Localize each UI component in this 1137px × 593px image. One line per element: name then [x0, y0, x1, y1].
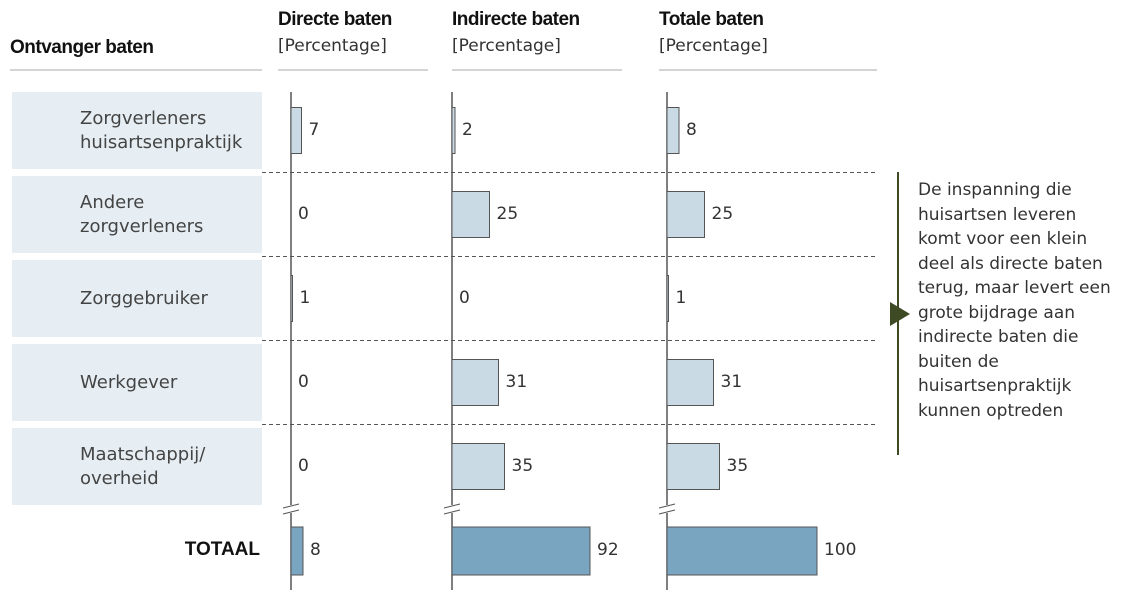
bar: [666, 191, 705, 238]
axis-break-line: [282, 509, 300, 515]
axis-break-line: [282, 503, 300, 509]
axis-break-line: [658, 503, 676, 509]
row-box: [12, 260, 262, 337]
bar: [451, 191, 490, 238]
row-box: [12, 344, 262, 421]
category-label: Andere zorgverleners: [80, 191, 204, 237]
axis-break: [659, 505, 675, 513]
bar: [666, 107, 680, 154]
axis-break: [444, 505, 460, 513]
value-label: 25: [496, 203, 519, 224]
bar: [666, 275, 669, 322]
value-label: 0: [298, 203, 309, 224]
value-label: 0: [298, 371, 309, 392]
value-label: 31: [720, 371, 743, 392]
total-bar: [290, 526, 304, 576]
bar: [451, 359, 499, 406]
row-box: [12, 428, 262, 505]
category-label: Werkgever: [80, 371, 178, 393]
annotation-arrow: [890, 302, 910, 326]
value-label: 2: [462, 119, 473, 140]
value-label: 1: [299, 287, 311, 308]
row-header: Ontvanger baten: [10, 37, 154, 58]
value-label: 7: [308, 119, 320, 140]
category-label: Zorggebruiker: [80, 287, 208, 309]
value-label: 25: [711, 203, 734, 224]
column-unit: [Percentage]: [659, 36, 768, 56]
total-bar: [451, 526, 591, 576]
row-box: [12, 176, 262, 253]
value-label: 92: [597, 540, 619, 560]
bar: [290, 107, 302, 154]
value-label: 8: [310, 540, 321, 560]
total-label: TOTAAL: [184, 539, 260, 560]
bar: [451, 443, 505, 490]
value-label: 8: [686, 119, 697, 140]
column-header: Directe baten: [278, 9, 392, 30]
column-unit: [Percentage]: [278, 36, 387, 56]
column-header: Indirecte baten: [452, 9, 580, 30]
row-box: [12, 92, 262, 169]
category-label: Maatschappij/ overheid: [80, 443, 206, 489]
annotation: De inspanning die huisartsen leveren kom…: [918, 180, 1111, 421]
axis-break-line: [443, 509, 461, 515]
bar: [666, 359, 714, 406]
bar: [290, 275, 293, 322]
axis-break-line: [658, 509, 676, 515]
value-label: 100: [824, 540, 857, 560]
bar: [451, 107, 456, 154]
value-label: 35: [726, 455, 749, 476]
total-bar: [666, 526, 818, 576]
column-header: Totale baten: [659, 9, 764, 30]
value-label: 0: [459, 287, 470, 308]
value-label: 35: [511, 455, 534, 476]
value-label: 0: [298, 455, 309, 476]
axis-break-line: [443, 503, 461, 509]
bar: [666, 443, 720, 490]
value-label: 31: [505, 371, 528, 392]
value-label: 1: [675, 287, 687, 308]
category-label: Zorgverleners huisartsenpraktijk: [80, 107, 243, 153]
column-unit: [Percentage]: [452, 36, 561, 56]
axis-break: [283, 505, 299, 513]
